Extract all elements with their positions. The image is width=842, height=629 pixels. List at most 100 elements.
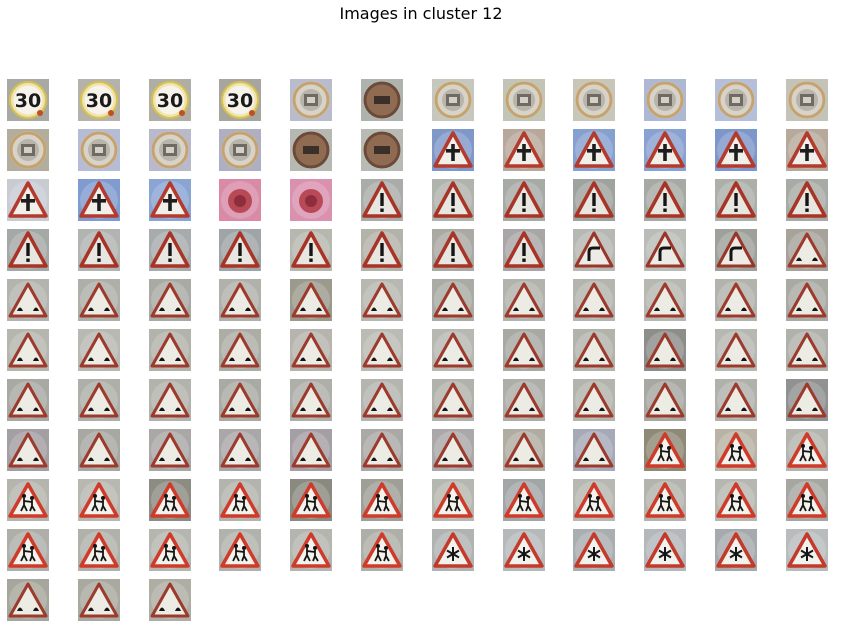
cluster-image-triangle-excl [290, 229, 332, 271]
cluster-image-triangle-excl [149, 229, 191, 271]
cluster-image-triangle-excl [715, 179, 757, 221]
cluster-image-circle-pictogram [149, 129, 191, 171]
cluster-image-triangle-snow [715, 529, 757, 571]
cluster-image-triangle-bumps [78, 429, 120, 471]
cluster-image-triangle-bumps [361, 429, 403, 471]
cluster-image-triangle-bumps [503, 429, 545, 471]
cluster-image-circle-dark [361, 129, 403, 171]
figure-title: Images in cluster 12 [339, 4, 503, 23]
cluster-image-triangle-excl [361, 179, 403, 221]
cluster-image-triangle-bumps [149, 429, 191, 471]
cluster-image-triangle-bumps [715, 379, 757, 421]
cluster-image-triangle-children [644, 429, 686, 471]
cluster-image-triangle-bumps [219, 329, 261, 371]
cluster-image-triangle-children [573, 479, 615, 521]
cluster-image-triangle-children [786, 479, 828, 521]
cluster-image-triangle-excl [503, 229, 545, 271]
cluster-image-triangle-curve [644, 229, 686, 271]
svg-text:30: 30 [15, 90, 41, 112]
cluster-image-triangle-excl [644, 179, 686, 221]
cluster-image-speed30: 30 [7, 79, 49, 121]
cluster-image-triangle-bumps [432, 379, 474, 421]
cluster-image-triangle-bumps [290, 429, 332, 471]
cluster-image-triangle-cross [432, 129, 474, 171]
cluster-image-triangle-cross [786, 129, 828, 171]
cluster-image-triangle-bumps [361, 279, 403, 321]
cluster-image-triangle-excl [78, 229, 120, 271]
cluster-image-triangle-bumps [786, 379, 828, 421]
cluster-image-circle-pictogram [503, 79, 545, 121]
cluster-image-circle-pictogram [219, 129, 261, 171]
cluster-image-triangle-bumps [573, 429, 615, 471]
cluster-image-triangle-snow [503, 529, 545, 571]
cluster-image-triangle-bumps [7, 579, 49, 621]
cluster-image-triangle-bumps [786, 229, 828, 271]
cluster-image-triangle-bumps [503, 279, 545, 321]
cluster-image-triangle-snow [786, 529, 828, 571]
cluster-image-triangle-children [503, 479, 545, 521]
cluster-image-circle-pictogram [290, 79, 332, 121]
cluster-image-triangle-excl [786, 179, 828, 221]
cluster-image-triangle-cross [644, 129, 686, 171]
cluster-image-triangle-children [149, 479, 191, 521]
cluster-image-circle-pictogram [432, 79, 474, 121]
cluster-image-triangle-excl [361, 229, 403, 271]
cluster-image-speed30: 30 [78, 79, 120, 121]
cluster-image-triangle-bumps [78, 329, 120, 371]
cluster-image-circle-pictogram [78, 129, 120, 171]
cluster-image-circle-dark [290, 129, 332, 171]
cluster-image-triangle-bumps [503, 379, 545, 421]
cluster-image-triangle-cross [78, 179, 120, 221]
cluster-image-triangle-snow [644, 529, 686, 571]
cluster-image-triangle-bumps [219, 279, 261, 321]
cluster-image-circle-pictogram [573, 79, 615, 121]
svg-text:30: 30 [86, 90, 112, 112]
cluster-image-triangle-children [432, 479, 474, 521]
cluster-image-triangle-bumps [7, 379, 49, 421]
cluster-image-triangle-children [219, 479, 261, 521]
cluster-image-triangle-cross [149, 179, 191, 221]
cluster-image-triangle-bumps [78, 379, 120, 421]
cluster-image-triangle-bumps [786, 329, 828, 371]
cluster-image-circle-pictogram [715, 79, 757, 121]
cluster-image-circle-pictogram [644, 79, 686, 121]
cluster-image-triangle-bumps [573, 329, 615, 371]
cluster-image-triangle-bumps [149, 379, 191, 421]
cluster-image-triangle-bumps [644, 279, 686, 321]
cluster-image-pink-blob [219, 179, 261, 221]
cluster-image-triangle-bumps [432, 329, 474, 371]
cluster-image-triangle-bumps [149, 579, 191, 621]
cluster-image-triangle-bumps [219, 429, 261, 471]
cluster-image-triangle-children [7, 529, 49, 571]
cluster-image-triangle-children [644, 479, 686, 521]
cluster-image-triangle-bumps [290, 379, 332, 421]
cluster-image-triangle-children [7, 479, 49, 521]
cluster-image-triangle-bumps [7, 329, 49, 371]
cluster-image-triangle-bumps [149, 279, 191, 321]
cluster-image-triangle-bumps [715, 329, 757, 371]
cluster-image-triangle-bumps [78, 279, 120, 321]
cluster-image-pink-blob [290, 179, 332, 221]
svg-text:30: 30 [227, 90, 253, 112]
cluster-image-triangle-bumps [219, 379, 261, 421]
cluster-image-triangle-excl [7, 229, 49, 271]
cluster-image-triangle-children [361, 529, 403, 571]
cluster-image-triangle-curve [715, 229, 757, 271]
cluster-image-triangle-cross [503, 129, 545, 171]
cluster-image-triangle-bumps [7, 279, 49, 321]
cluster-image-triangle-excl [573, 179, 615, 221]
cluster-image-triangle-excl [432, 229, 474, 271]
cluster-image-triangle-bumps [290, 279, 332, 321]
cluster-image-triangle-children [715, 479, 757, 521]
cluster-image-circle-dark [361, 79, 403, 121]
cluster-image-triangle-excl [219, 229, 261, 271]
cluster-image-triangle-bumps [78, 579, 120, 621]
cluster-image-triangle-bumps [786, 279, 828, 321]
cluster-image-triangle-curve [573, 229, 615, 271]
cluster-image-triangle-children [786, 429, 828, 471]
cluster-image-triangle-bumps [715, 279, 757, 321]
cluster-image-triangle-children [715, 429, 757, 471]
cluster-image-speed30: 30 [149, 79, 191, 121]
cluster-image-speed30: 30 [219, 79, 261, 121]
cluster-image-triangle-bumps [644, 329, 686, 371]
